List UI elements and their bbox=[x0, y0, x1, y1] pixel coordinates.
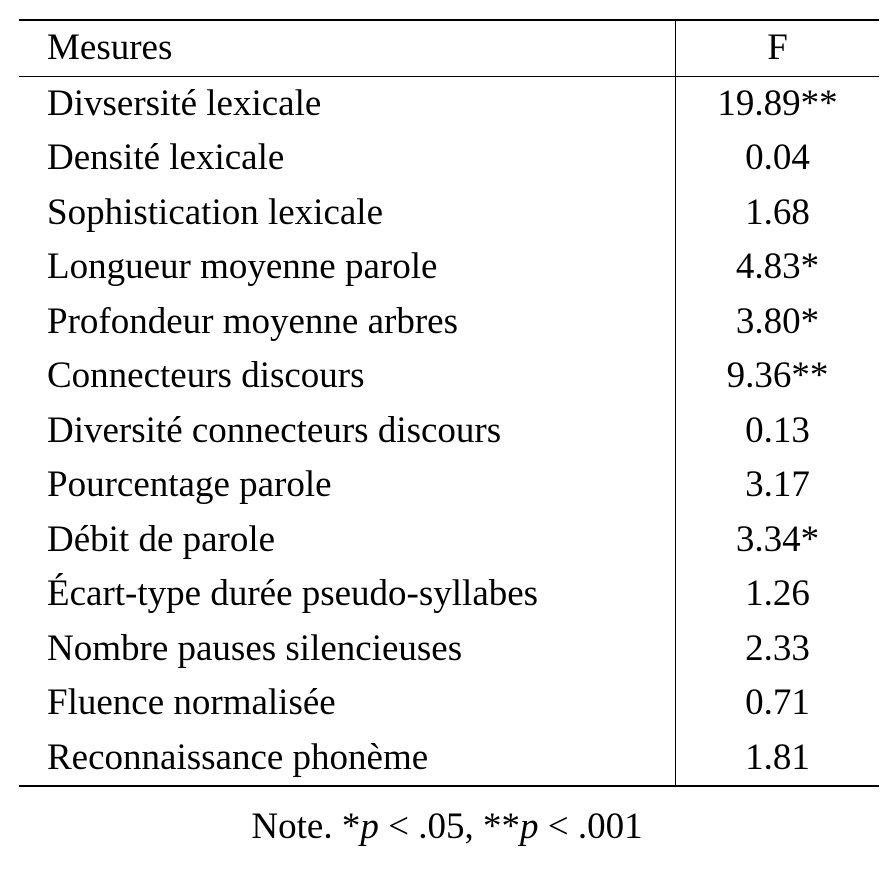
table-row: Reconnaissance phonème 1.81 bbox=[19, 730, 879, 786]
table-row: Sophistication lexicale 1.68 bbox=[19, 185, 879, 240]
note-threshold-2: < .001 bbox=[538, 806, 643, 847]
f-value-cell: 1.26 bbox=[745, 573, 810, 614]
table-row: Fluence normalisée 0.71 bbox=[19, 676, 879, 731]
f-value-cell: 3.80* bbox=[735, 300, 820, 342]
f-value-cell: 0.04 bbox=[745, 137, 810, 178]
header-measures: Mesures bbox=[19, 20, 676, 77]
note-p-symbol: p bbox=[519, 806, 539, 847]
table-row: Nombre pauses silencieuses 2.33 bbox=[19, 621, 879, 676]
note-threshold-1: < .05, ** bbox=[378, 806, 520, 847]
table-row: Diversité connecteurs discours 0.13 bbox=[19, 403, 879, 458]
measure-cell: Densité lexicale bbox=[19, 131, 676, 186]
table-header: Mesures F bbox=[19, 20, 879, 77]
measure-cell: Écart-type durée pseudo-syllabes bbox=[19, 567, 676, 622]
f-value-cell: 0.13 bbox=[745, 409, 810, 451]
results-table: Mesures F Divsersité lexicale 19.89** De… bbox=[19, 19, 879, 787]
f-value-cell: 1.68 bbox=[745, 191, 810, 233]
table-row: Divsersité lexicale 19.89** bbox=[19, 76, 879, 131]
table-body: Divsersité lexicale 19.89** Densité lexi… bbox=[19, 76, 879, 786]
table-row: Connecteurs discours 9.36** bbox=[19, 349, 879, 404]
measure-cell: Débit de parole bbox=[19, 512, 676, 567]
f-value-cell: 2.33 bbox=[745, 627, 810, 669]
measure-cell: Connecteurs discours bbox=[19, 349, 676, 404]
f-value-cell: 3.17 bbox=[745, 464, 810, 505]
measure-cell: Nombre pauses silencieuses bbox=[19, 621, 676, 676]
measure-cell: Pourcentage parole bbox=[19, 458, 676, 513]
header-f: F bbox=[675, 20, 879, 77]
f-value-cell: 19.89** bbox=[717, 82, 838, 124]
measure-cell: Profondeur moyenne arbres bbox=[19, 294, 676, 349]
table-row: Écart-type durée pseudo-syllabes 1.26 bbox=[19, 567, 879, 622]
f-value-cell: 3.34* bbox=[735, 518, 820, 560]
header-row: Mesures F bbox=[19, 20, 879, 77]
measure-cell: Fluence normalisée bbox=[19, 676, 676, 731]
table-row: Densité lexicale 0.04 bbox=[19, 131, 879, 186]
table-row: Débit de parole 3.34* bbox=[19, 512, 879, 567]
table-row: Profondeur moyenne arbres 3.80* bbox=[19, 294, 879, 349]
measure-cell: Reconnaissance phonème bbox=[19, 730, 676, 786]
table-row: Longueur moyenne parole 4.83* bbox=[19, 240, 879, 295]
measure-cell: Sophistication lexicale bbox=[19, 185, 676, 240]
f-value-cell: 1.81 bbox=[745, 736, 810, 778]
f-value-cell: 0.71 bbox=[745, 682, 810, 723]
table-note: Note. *p < .05, **p < .001 bbox=[0, 800, 894, 854]
measure-cell: Diversité connecteurs discours bbox=[19, 403, 676, 458]
results-table-container: Mesures F Divsersité lexicale 19.89** De… bbox=[19, 19, 879, 787]
table-row: Pourcentage parole 3.17 bbox=[19, 458, 879, 513]
note-prefix: Note. * bbox=[251, 806, 361, 847]
f-value-cell: 9.36** bbox=[726, 355, 829, 396]
measure-cell: Divsersité lexicale bbox=[19, 76, 676, 131]
note-p-symbol: p bbox=[360, 806, 379, 847]
measure-cell: Longueur moyenne parole bbox=[19, 240, 676, 295]
f-value-cell: 4.83* bbox=[735, 246, 820, 287]
